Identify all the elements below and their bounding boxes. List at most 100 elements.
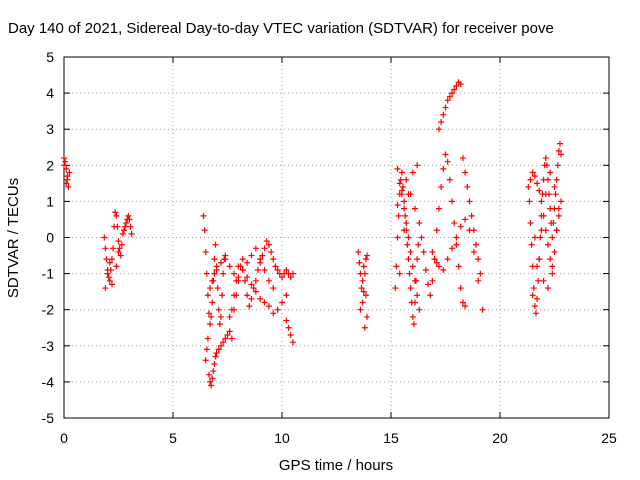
- series-arc-6: [525, 140, 565, 317]
- data-point: [205, 371, 212, 378]
- data-point: [442, 151, 449, 158]
- data-point: [540, 277, 547, 284]
- data-point: [396, 270, 403, 277]
- data-point: [466, 198, 473, 205]
- data-point: [62, 158, 69, 165]
- data-point: [209, 299, 216, 306]
- data-point: [449, 245, 456, 252]
- data-point: [409, 169, 416, 176]
- data-point: [410, 321, 417, 328]
- data-point: [407, 248, 414, 255]
- data-point: [433, 259, 440, 266]
- series-arc-2: [101, 209, 135, 292]
- data-point: [555, 212, 562, 219]
- data-point: [429, 248, 436, 255]
- y-tick-label: 2: [46, 157, 54, 173]
- data-point: [212, 353, 219, 360]
- data-point: [203, 270, 210, 277]
- data-point: [119, 230, 126, 237]
- data-point: [228, 306, 235, 313]
- data-point: [394, 234, 401, 241]
- data-point: [265, 277, 272, 284]
- data-point: [438, 183, 445, 190]
- data-point: [265, 303, 272, 310]
- x-axis-label: GPS time / hours: [279, 457, 393, 474]
- series-arc-4: [355, 248, 371, 331]
- data-point: [217, 342, 224, 349]
- data-point: [359, 277, 366, 284]
- data-point: [538, 227, 545, 234]
- y-tick-label: -2: [42, 302, 55, 318]
- data-point: [63, 180, 70, 187]
- data-point: [358, 285, 365, 292]
- data-point: [244, 274, 251, 281]
- data-point: [435, 205, 442, 212]
- data-point: [393, 263, 400, 270]
- x-tick-label: 15: [383, 430, 399, 446]
- data-point: [231, 292, 238, 299]
- data-point: [208, 382, 215, 389]
- data-point: [397, 176, 404, 183]
- data-point: [544, 241, 551, 248]
- data-point: [462, 216, 469, 223]
- data-point: [361, 270, 368, 277]
- data-point: [261, 266, 268, 273]
- data-point: [544, 176, 551, 183]
- data-point: [228, 335, 235, 342]
- data-point: [289, 339, 296, 346]
- data-point: [549, 270, 556, 277]
- data-point: [451, 86, 458, 93]
- data-point: [534, 263, 541, 270]
- data-point: [202, 248, 209, 255]
- data-point: [113, 212, 120, 219]
- data-point: [429, 277, 436, 284]
- data-point: [270, 256, 277, 263]
- data-point: [433, 227, 440, 234]
- data-point: [394, 202, 401, 209]
- data-point: [392, 285, 399, 292]
- data-point: [414, 256, 421, 263]
- data-point: [364, 252, 371, 259]
- data-point: [116, 245, 123, 252]
- data-point: [104, 270, 111, 277]
- data-point: [431, 256, 438, 263]
- y-tick-label: 3: [46, 121, 54, 137]
- data-point: [553, 176, 560, 183]
- data-point: [402, 212, 409, 219]
- data-point: [128, 230, 135, 237]
- data-point: [407, 285, 414, 292]
- data-point: [362, 256, 369, 263]
- data-point: [252, 277, 259, 284]
- data-point: [283, 317, 290, 324]
- y-tick-label: -1: [42, 266, 55, 282]
- y-tick-label: -5: [42, 410, 55, 426]
- data-point: [211, 256, 218, 263]
- data-point: [444, 158, 451, 165]
- data-point: [102, 245, 109, 252]
- data-point: [406, 270, 413, 277]
- data-point: [125, 212, 132, 219]
- data-point: [209, 375, 216, 382]
- data-point: [204, 335, 211, 342]
- data-point: [440, 165, 447, 172]
- data-point: [61, 155, 67, 162]
- data-point: [235, 263, 242, 270]
- data-point: [106, 259, 113, 266]
- data-point: [555, 147, 562, 154]
- data-point: [252, 245, 259, 252]
- x-tick-label: 25: [601, 430, 617, 446]
- data-point: [427, 292, 434, 299]
- data-point: [551, 183, 558, 190]
- data-point: [414, 162, 421, 169]
- data-point: [220, 270, 227, 277]
- data-point: [270, 310, 277, 317]
- data-point: [547, 256, 554, 263]
- y-tick-label: -3: [42, 338, 55, 354]
- data-point: [401, 198, 408, 205]
- data-point: [394, 165, 401, 172]
- data-point: [359, 299, 366, 306]
- y-tick-label: 0: [46, 230, 54, 246]
- data-point: [457, 223, 464, 230]
- data-point: [403, 220, 410, 227]
- data-point: [207, 321, 214, 328]
